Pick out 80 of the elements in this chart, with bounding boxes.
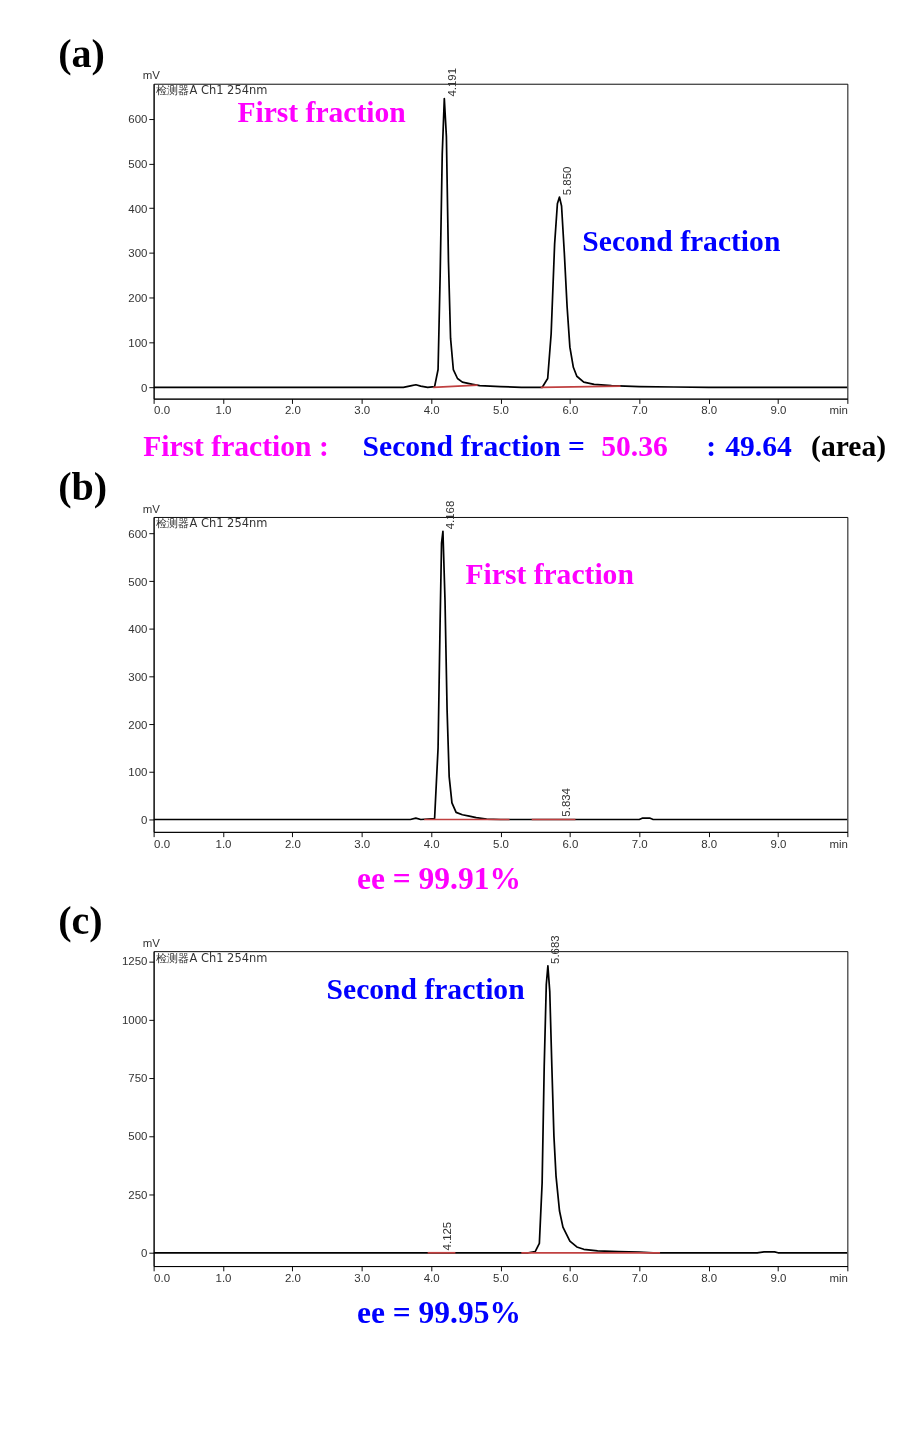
annotation: Second fraction (582, 224, 781, 257)
y-tick-label: 1250 (121, 955, 148, 968)
text: (area) (811, 429, 887, 463)
text: 49.64 (725, 429, 792, 462)
x-tick-label: 1.0 (215, 404, 232, 417)
x-tick-label: 8.0 (701, 1271, 718, 1284)
y-tick-label: 100 (128, 336, 148, 349)
x-tick-label: 4.0 (423, 404, 440, 417)
y-tick-label: 400 (128, 623, 148, 636)
x-tick-label: 0.0 (154, 1271, 171, 1284)
annotation: Second fraction (326, 972, 525, 1005)
chart-title: (a) (58, 31, 105, 77)
x-tick-label: 6.0 (562, 837, 579, 850)
x-tick-label: 5.0 (493, 837, 509, 850)
x-tick-label: 2.0 (284, 404, 301, 417)
y-tick-label: 400 (128, 202, 148, 215)
y-tick-label: 500 (128, 157, 148, 170)
y-tick-label: 600 (128, 527, 148, 540)
text: 50.36 (601, 429, 668, 462)
annotation: 5.850 (560, 166, 573, 196)
y-tick-label: 750 (128, 1072, 148, 1085)
x-tick-label: 9.0 (770, 404, 787, 417)
x-tick-label: 4.0 (423, 1271, 440, 1284)
text: : (706, 429, 717, 462)
x-tick-label: 5.0 (493, 404, 509, 417)
x-tick-label: 6.0 (562, 404, 579, 417)
x-tick-label: 3.0 (354, 837, 371, 850)
y-tick-label: 300 (128, 247, 148, 260)
x-tick-label: 9.0 (770, 837, 787, 850)
x-tick-label: 6.0 (562, 1271, 579, 1284)
y-axis-title: mV (142, 69, 161, 82)
x-tick-label: 1.0 (215, 837, 232, 850)
chart-title: (c) (58, 898, 103, 944)
text: ee = 99.91% (356, 861, 521, 897)
y-tick-label: 0 (141, 381, 148, 394)
x-tick-label: 7.0 (631, 404, 648, 417)
x-tick-label: 0.0 (154, 404, 171, 417)
annotation: 4.191 (445, 68, 458, 97)
y-axis-title: mV (142, 936, 161, 949)
y-tick-label: 200 (128, 292, 148, 305)
x-tick-label: 8.0 (701, 837, 718, 850)
x-tick-label: 3.0 (354, 404, 371, 417)
annotation: 5.834 (559, 787, 572, 817)
y-tick-label: 200 (128, 718, 148, 731)
annotation: 4.125 (441, 1221, 454, 1251)
x-tick-label: 7.0 (631, 1271, 648, 1284)
annotation: 检测器A Ch1 254nm (156, 950, 268, 965)
x-tick-label: 9.0 (770, 1271, 787, 1284)
y-axis-title: mV (142, 502, 161, 515)
y-tick-label: 0 (141, 1247, 148, 1260)
x-tick-label: min (829, 1271, 848, 1284)
annotation: 4.168 (444, 500, 457, 530)
x-tick-label: 4.0 (423, 837, 440, 850)
x-tick-label: 3.0 (354, 1271, 371, 1284)
chart-title: (b) (58, 463, 108, 509)
x-tick-label: 5.0 (493, 1271, 509, 1284)
x-tick-label: min (829, 837, 848, 850)
annotation: First fraction (465, 557, 634, 590)
x-tick-label: 7.0 (631, 837, 648, 850)
y-tick-label: 600 (128, 112, 148, 125)
annotation: 检测器A Ch1 254nm (156, 516, 268, 531)
y-tick-label: 100 (128, 766, 148, 779)
annotation: 5.683 (549, 935, 562, 964)
annotation: First fraction (237, 95, 406, 128)
text: ee = 99.95% (356, 1295, 521, 1331)
x-tick-label: min (829, 404, 848, 417)
x-tick-label: 1.0 (215, 1271, 232, 1284)
x-tick-label: 2.0 (284, 837, 301, 850)
y-tick-label: 500 (128, 575, 148, 588)
y-tick-label: 500 (128, 1130, 148, 1143)
y-tick-label: 250 (128, 1188, 148, 1201)
x-tick-label: 2.0 (284, 1271, 301, 1284)
x-tick-label: 8.0 (701, 404, 718, 417)
text: Second fraction = (362, 429, 585, 462)
annotation: 检测器A Ch1 254nm (156, 83, 268, 98)
y-tick-label: 1000 (121, 1013, 148, 1026)
y-tick-label: 0 (141, 813, 148, 826)
y-tick-label: 300 (128, 670, 148, 683)
text: First fraction : (143, 429, 329, 462)
x-tick-label: 0.0 (154, 837, 171, 850)
